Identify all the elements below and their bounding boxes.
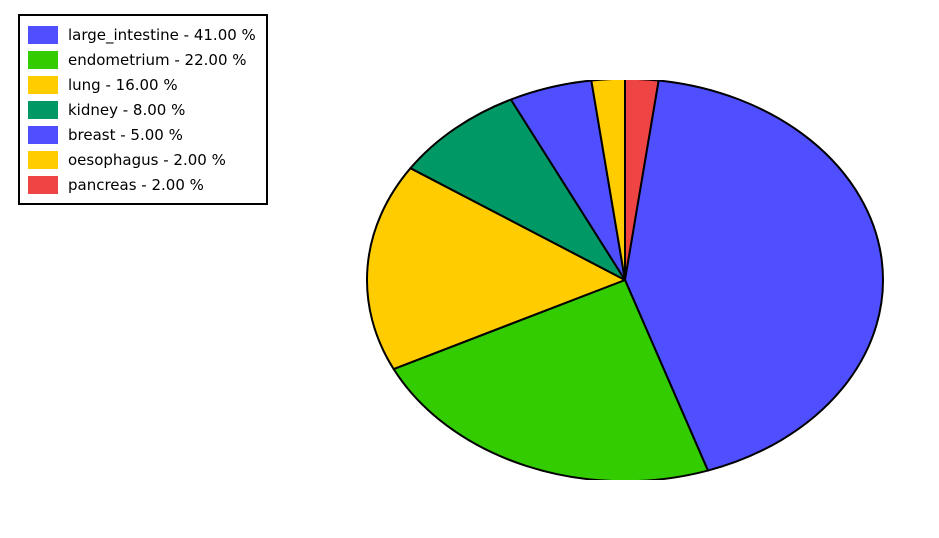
chart-canvas: { "chart": { "type": "pie", "background_… [0, 0, 939, 538]
pie-svg [365, 80, 885, 480]
legend-label: pancreas - 2.00 % [68, 176, 204, 194]
legend-label: kidney - 8.00 % [68, 101, 185, 119]
legend-label: oesophagus - 2.00 % [68, 151, 226, 169]
legend-swatch [28, 126, 58, 144]
legend-item: breast - 5.00 % [28, 122, 256, 147]
pie-chart [365, 80, 885, 480]
legend-swatch [28, 51, 58, 69]
legend-swatch [28, 26, 58, 44]
legend-item: large_intestine - 41.00 % [28, 22, 256, 47]
legend-label: breast - 5.00 % [68, 126, 183, 144]
legend-item: lung - 16.00 % [28, 72, 256, 97]
legend-label: large_intestine - 41.00 % [68, 26, 256, 44]
legend-item: pancreas - 2.00 % [28, 172, 256, 197]
legend-item: endometrium - 22.00 % [28, 47, 256, 72]
legend-swatch [28, 151, 58, 169]
legend-item: kidney - 8.00 % [28, 97, 256, 122]
legend-label: lung - 16.00 % [68, 76, 178, 94]
legend-swatch [28, 101, 58, 119]
chart-legend: large_intestine - 41.00 % endometrium - … [18, 14, 268, 205]
legend-label: endometrium - 22.00 % [68, 51, 247, 69]
legend-swatch [28, 76, 58, 94]
legend-swatch [28, 176, 58, 194]
legend-item: oesophagus - 2.00 % [28, 147, 256, 172]
